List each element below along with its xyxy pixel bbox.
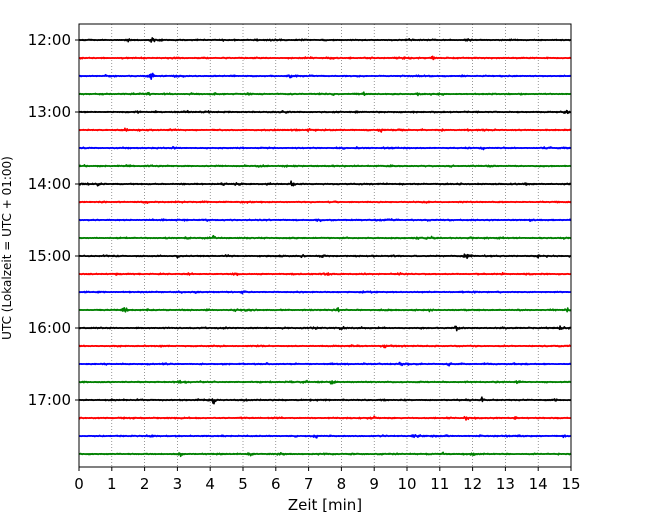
y-tick-label: 16:00	[28, 319, 71, 337]
x-tick-label: 15	[561, 475, 580, 493]
x-tick-label: 5	[238, 475, 248, 493]
y-tick-label: 15:00	[28, 247, 71, 265]
y-axis-label: UTC (Lokalzeit = UTC + 01:00)	[0, 156, 14, 340]
x-tick-label: 10	[397, 475, 416, 493]
x-tick-label: 8	[337, 475, 347, 493]
x-tick-label: 12	[463, 475, 482, 493]
y-tick-label: 17:00	[28, 391, 71, 409]
x-axis-ticks: 0 1 2 3 4 5 6 7 8 9 10 11 12 13 14 15	[74, 467, 581, 493]
plot-frame	[78, 23, 572, 468]
x-tick-label: 13	[496, 475, 515, 493]
x-tick-label: 14	[529, 475, 548, 493]
y-axis-ticks: 12:00 13:00 14:00 15:00 16:00 17:00	[28, 31, 79, 409]
x-tick-label: 4	[205, 475, 215, 493]
x-tick-label: 0	[74, 475, 84, 493]
x-tick-label: 6	[271, 475, 281, 493]
grid-lines	[111, 24, 539, 467]
x-tick-label: 2	[140, 475, 150, 493]
x-axis-label: Zeit [min]	[288, 496, 362, 514]
x-tick-label: 9	[369, 475, 379, 493]
x-tick-label: 1	[107, 475, 117, 493]
x-tick-label: 3	[173, 475, 183, 493]
y-tick-label: 13:00	[28, 103, 71, 121]
seismic-traces	[78, 37, 572, 458]
x-tick-label: 11	[430, 475, 449, 493]
x-tick-label: 7	[304, 475, 314, 493]
y-tick-label: 14:00	[28, 175, 71, 193]
y-tick-label: 12:00	[28, 31, 71, 49]
